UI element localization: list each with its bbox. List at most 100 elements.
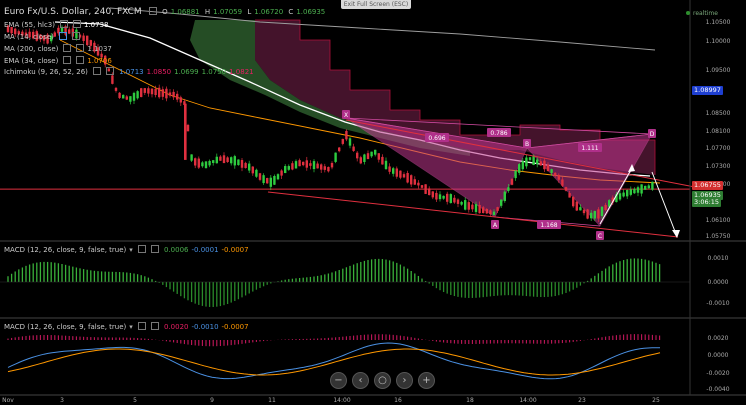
candle — [568, 190, 571, 198]
settings-checkbox-icon[interactable] — [148, 7, 157, 15]
candle — [428, 186, 431, 196]
reset-icon[interactable]: ○ — [374, 372, 391, 389]
candle-body — [280, 170, 283, 176]
price-tick-label: 1.07700 — [706, 145, 731, 152]
candle-body — [651, 181, 654, 190]
candle — [453, 194, 456, 204]
realtime-indicator: realtime — [686, 10, 718, 17]
candle-body — [359, 157, 362, 164]
candle-body — [413, 179, 416, 185]
pattern-point-d: D — [648, 129, 656, 138]
candle — [579, 204, 582, 211]
candle-body — [240, 160, 244, 168]
eye-icon[interactable] — [137, 245, 146, 253]
candle-body — [629, 189, 632, 195]
time-tick-label: 18 — [466, 397, 474, 404]
candle-body — [323, 166, 326, 170]
candle-body — [176, 93, 179, 100]
candle-body — [644, 185, 647, 190]
eye-icon[interactable] — [63, 44, 72, 52]
candle-body — [237, 159, 240, 166]
projection-line-down — [651, 171, 677, 235]
candle-body — [604, 204, 607, 210]
candle — [406, 170, 409, 184]
eye-icon[interactable] — [137, 322, 146, 330]
time-tick-label: Nov — [2, 397, 14, 404]
chevron-down-icon[interactable]: ▾ — [129, 246, 133, 254]
candle-body — [183, 101, 186, 105]
exit-fullscreen-button[interactable]: Exit Full Screen (ESC) — [341, 0, 411, 9]
chevron-down-icon[interactable]: ▾ — [129, 323, 133, 331]
close-icon[interactable] — [150, 245, 159, 253]
close-icon[interactable] — [105, 67, 114, 75]
candle — [525, 154, 528, 169]
candle-body — [298, 160, 301, 167]
close-icon[interactable] — [76, 56, 85, 64]
close-icon[interactable] — [150, 322, 159, 330]
eye-icon[interactable] — [63, 56, 72, 64]
zoom-in-icon[interactable]: + — [418, 372, 435, 389]
eye-icon[interactable] — [92, 67, 101, 75]
indicator-ma14[interactable]: MA (14, close) — [4, 32, 83, 42]
ma200-line — [109, 7, 656, 51]
close-icon[interactable] — [76, 44, 85, 52]
macd-tick-label: -0.0040 — [706, 386, 729, 393]
candle — [352, 143, 355, 152]
candle — [176, 90, 179, 103]
candle-body — [554, 172, 557, 176]
candle — [626, 189, 629, 200]
cloud-bearish — [255, 20, 655, 175]
pattern-ratio: 1.168 — [537, 220, 561, 229]
candle-body — [316, 163, 319, 169]
candle-body — [424, 184, 427, 194]
zoom-out-icon[interactable]: − — [330, 372, 347, 389]
scroll-left-icon[interactable]: ‹ — [352, 372, 369, 389]
candle-body — [75, 29, 78, 39]
close-icon[interactable] — [72, 20, 81, 28]
candle — [222, 152, 226, 164]
candle-body — [201, 162, 204, 167]
indicator-ema34[interactable]: EMA (34, close) 1.0706 — [4, 56, 115, 66]
candle-body — [449, 194, 452, 204]
close-icon[interactable] — [71, 32, 80, 40]
candle — [258, 172, 262, 182]
macd-tick-label: -0.0020 — [706, 370, 729, 377]
candle — [50, 33, 53, 44]
candle — [593, 210, 596, 222]
macd2-header[interactable]: MACD (12, 26, close, 9, false, true) ▾ 0.… — [4, 322, 252, 332]
price-tag: 1.06935 — [692, 191, 723, 200]
lower-trendline — [267, 191, 679, 238]
candle-body — [557, 174, 560, 180]
eye-icon[interactable] — [58, 32, 67, 40]
candle-body — [284, 166, 287, 173]
candle — [554, 172, 557, 178]
candle-body — [78, 34, 82, 38]
pattern-ratio-label: 1.111 — [581, 145, 598, 152]
candle — [244, 161, 247, 169]
candle — [233, 154, 236, 169]
indicator-ema55[interactable]: EMA (55, hlc3) 1.0738 — [4, 20, 111, 30]
macd1-header[interactable]: MACD (12, 26, close, 9, false, true) ▾ 0.… — [4, 245, 252, 255]
indicator-ma200[interactable]: MA (200, close) 1.1037 — [4, 44, 115, 54]
candle-body — [618, 193, 622, 200]
indicator-ichimoku[interactable]: Ichimoku (9, 26, 52, 26) 1.0713 1.0850 1.0… — [4, 67, 257, 77]
candle-body — [615, 194, 618, 203]
candle — [374, 149, 377, 157]
ohlc-high-value: 1.07059 — [213, 8, 243, 16]
candle-body — [96, 47, 100, 56]
candle — [96, 44, 100, 57]
candle — [510, 178, 514, 186]
candle — [291, 161, 294, 171]
candle — [503, 190, 506, 203]
candle — [35, 29, 38, 42]
candle — [269, 175, 272, 191]
candle — [28, 28, 31, 39]
candle — [611, 195, 614, 205]
ohlc-close-value: 1.06935 — [296, 8, 326, 16]
candle — [528, 156, 532, 163]
ichimoku-value: 1.0750 — [201, 68, 227, 76]
eye-icon[interactable] — [59, 20, 68, 28]
scroll-right-icon[interactable]: › — [396, 372, 413, 389]
arrow-head-icon — [672, 230, 680, 238]
